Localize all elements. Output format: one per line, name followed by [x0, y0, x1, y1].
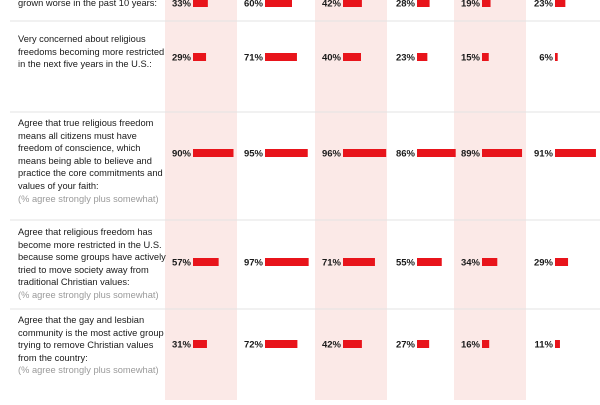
bar-r2-c0 [193, 149, 234, 157]
value-label-r0-c5: 23% [534, 0, 554, 10]
column-band-2 [315, 0, 387, 400]
value-label-r1-c0: 29% [172, 53, 192, 64]
bar-r2-c5 [555, 149, 596, 157]
value-label-r3-c5: 29% [534, 258, 554, 269]
bar-r2-c3 [417, 149, 456, 157]
value-label-r0-c3: 28% [396, 0, 416, 10]
row-note-4: (% agree strongly plus somewhat) [18, 365, 159, 376]
bar-r0-c2 [343, 0, 362, 7]
bar-r1-c5 [555, 53, 558, 61]
value-label-r1-c3: 23% [396, 53, 416, 64]
row-label-2-text: Agree that true religious freedom means … [18, 118, 163, 191]
value-label-r1-c2: 40% [322, 53, 342, 64]
row-label-1-text: Very concerned about religious freedoms … [18, 34, 165, 70]
value-label-r4-c4: 16% [461, 340, 481, 351]
column-band-4 [454, 0, 526, 400]
bar-r4-c3 [417, 340, 430, 348]
value-label-r2-c1: 95% [244, 149, 264, 160]
bar-r4-c5 [555, 340, 560, 348]
value-label-r3-c3: 55% [396, 258, 416, 269]
bar-r0-c4 [482, 0, 491, 7]
row-label-1: Very concerned about religious freedoms … [18, 33, 166, 71]
bar-r4-c2 [343, 340, 362, 348]
value-label-r1-c5: 6% [539, 53, 553, 64]
row-label-4-text: Agree that the gay and lesbian community… [18, 315, 164, 363]
value-label-r1-c4: 15% [461, 53, 481, 64]
bar-r3-c3 [417, 258, 442, 266]
bar-r0-c3 [417, 0, 430, 7]
bar-r3-c1 [265, 258, 309, 266]
value-label-r4-c3: 27% [396, 340, 416, 351]
row-label-4: Agree that the gay and lesbian community… [18, 314, 166, 377]
bar-r3-c0 [193, 258, 219, 266]
row-label-0: grown worse in the past 10 years: [18, 0, 166, 10]
bar-r3-c2 [343, 258, 375, 266]
row-note-2: (% agree strongly plus somewhat) [18, 193, 159, 204]
row-label-2: Agree that true religious freedom means … [18, 117, 166, 205]
bar-r1-c3 [417, 53, 428, 61]
bar-r2-c2 [343, 149, 387, 157]
bar-r0-c1 [265, 0, 292, 7]
bar-r4-c0 [193, 340, 207, 348]
value-label-r4-c2: 42% [322, 340, 342, 351]
value-label-r2-c2: 96% [322, 149, 342, 160]
value-label-r0-c2: 42% [322, 0, 342, 10]
bar-r2-c1 [265, 149, 308, 157]
value-label-r2-c5: 91% [534, 149, 554, 160]
row-label-3: Agree that religious freedom has become … [18, 226, 166, 302]
bar-r3-c4 [482, 258, 498, 266]
row-note-3: (% agree strongly plus somewhat) [18, 289, 159, 300]
value-label-r3-c2: 71% [322, 258, 342, 269]
bar-r2-c4 [482, 149, 523, 157]
value-label-r4-c5: 11% [535, 340, 554, 351]
bar-r4-c4 [482, 340, 490, 348]
value-label-r0-c0: 33% [172, 0, 192, 10]
bar-r4-c1 [265, 340, 298, 348]
row-label-3-text: Agree that religious freedom has become … [18, 227, 166, 288]
value-label-r3-c0: 57% [172, 258, 192, 269]
bar-r1-c4 [482, 53, 489, 61]
bar-r1-c2 [343, 53, 361, 61]
value-label-r2-c4: 89% [461, 149, 481, 160]
row-label-0-text: grown worse in the past 10 years: [18, 0, 158, 8]
value-label-r2-c3: 86% [396, 149, 416, 160]
bar-r0-c0 [193, 0, 208, 7]
value-label-r3-c1: 97% [244, 258, 264, 269]
value-label-r0-c1: 60% [244, 0, 264, 10]
value-label-r4-c1: 72% [244, 340, 264, 351]
value-label-r1-c1: 71% [244, 53, 264, 64]
bar-r0-c5 [555, 0, 566, 7]
value-label-r3-c4: 34% [461, 258, 481, 269]
bar-r1-c1 [265, 53, 297, 61]
bar-r1-c0 [193, 53, 207, 61]
bar-r3-c5 [555, 258, 569, 266]
column-band-0 [165, 0, 237, 400]
value-label-r2-c0: 90% [172, 149, 192, 160]
value-label-r0-c4: 19% [461, 0, 481, 10]
value-label-r4-c0: 31% [172, 340, 192, 351]
